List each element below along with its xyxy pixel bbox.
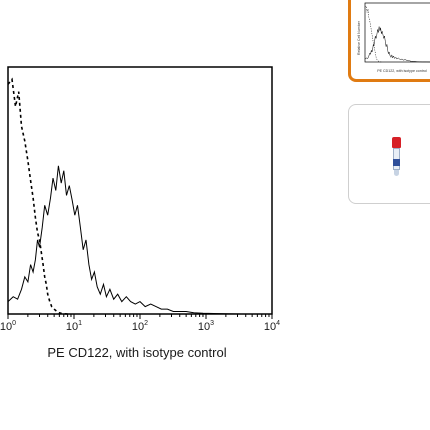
x-tick-label: 103 bbox=[198, 320, 214, 333]
histogram-chart: 100 101 102 103 104 PE CD122, with isotype c… bbox=[0, 66, 280, 360]
vial-label bbox=[393, 159, 400, 166]
x-axis-label: PE CD122, with isotype control bbox=[47, 345, 226, 360]
x-tick-label: 102 bbox=[132, 320, 148, 333]
mini-ylabel: Relative Cell Number bbox=[357, 20, 361, 55]
plot-frame bbox=[7, 66, 273, 315]
mini-sample-line bbox=[364, 26, 430, 63]
mini-histogram: Relative Cell Number PE CD122, with isot… bbox=[357, 2, 430, 73]
vial-cap bbox=[392, 137, 401, 148]
x-tick-label: 100 bbox=[0, 320, 16, 333]
stained-sample-line bbox=[7, 165, 272, 315]
isotype-control-line bbox=[7, 77, 68, 315]
x-tick-label: 104 bbox=[264, 320, 280, 333]
thumbnail-product[interactable] bbox=[348, 104, 430, 204]
mini-frame bbox=[364, 2, 430, 63]
mini-xlabel: PE CD122, with isotype control bbox=[377, 69, 427, 73]
vial-bottom bbox=[394, 170, 399, 176]
thumbnail-histogram[interactable]: Relative Cell Number PE CD122, with isot… bbox=[348, 0, 430, 82]
mini-isotype-line bbox=[364, 5, 382, 63]
x-tick-label: 101 bbox=[66, 320, 82, 333]
